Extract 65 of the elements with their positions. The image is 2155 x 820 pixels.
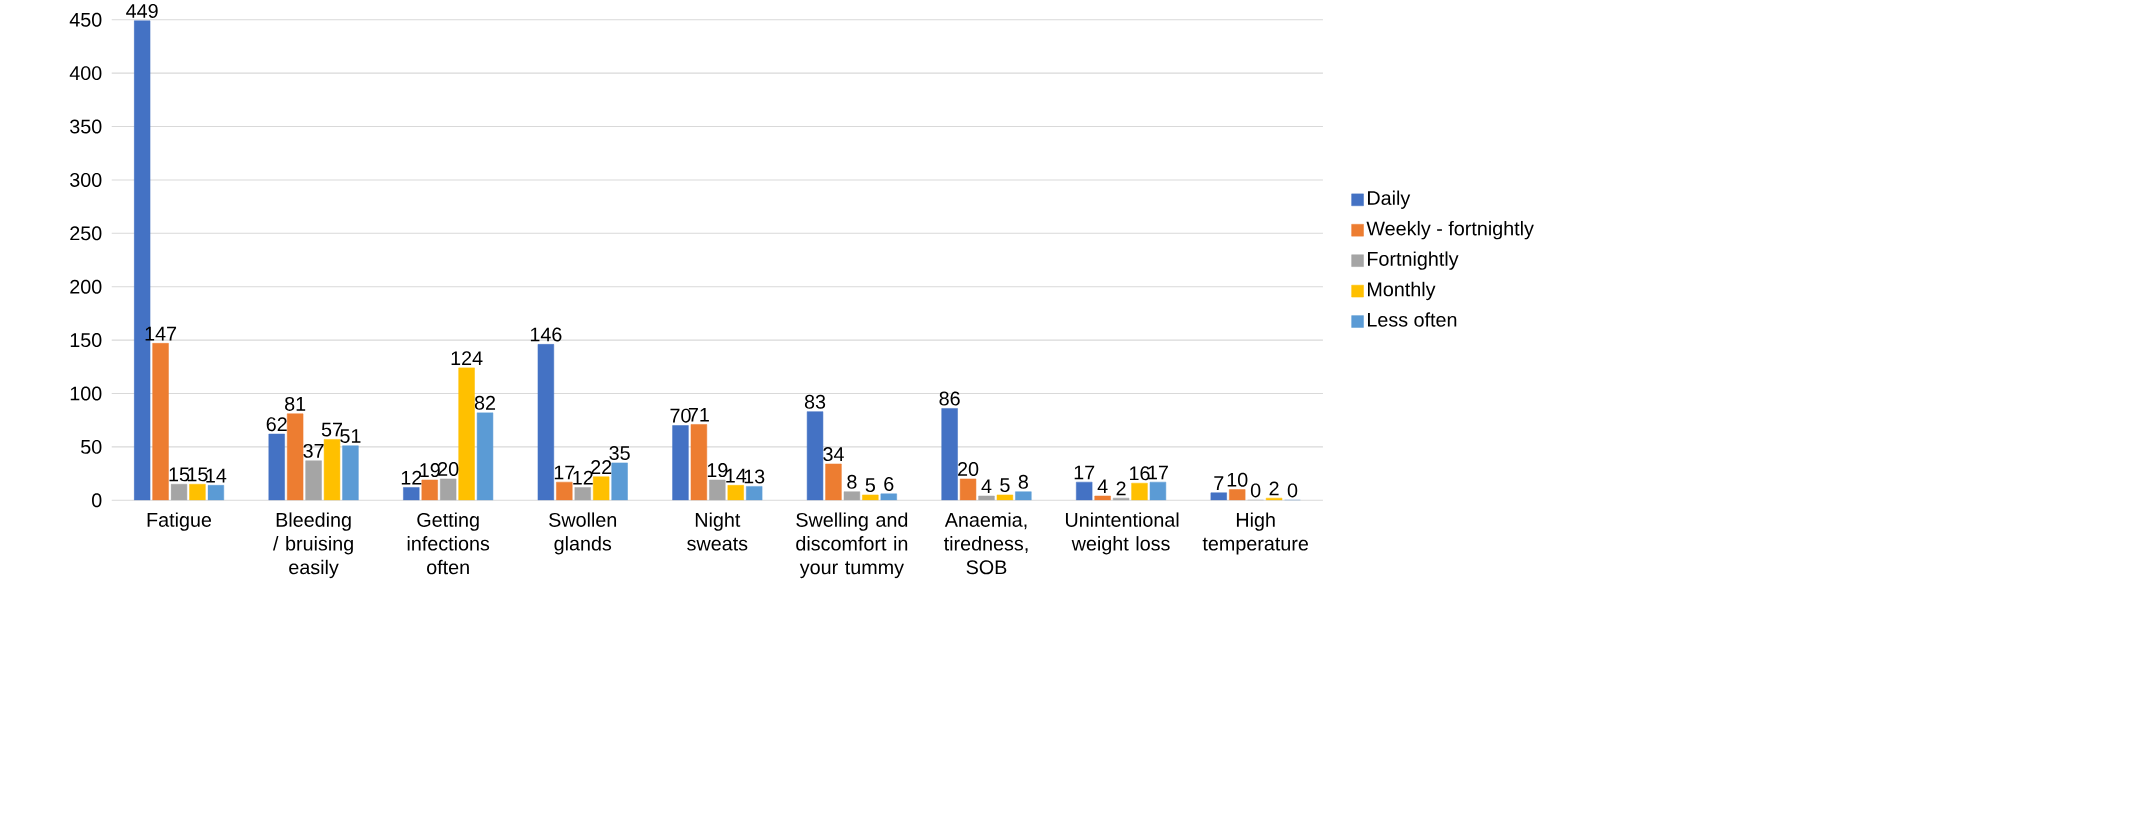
data-label: 8	[847, 474, 857, 489]
y-tick-label: 0	[92, 493, 102, 508]
legend-label: Monthly	[1368, 281, 1436, 301]
y-tick-label: 300	[70, 172, 102, 187]
data-label: 8	[1018, 474, 1028, 489]
data-label: 146	[530, 327, 562, 342]
data-label: 20	[958, 461, 979, 476]
x-tick-label: Bleeding / bruising easily	[272, 512, 353, 579]
legend-label: Weekly - fortnightly	[1366, 220, 1534, 240]
x-tick-label: Night sweats	[687, 512, 748, 551]
data-label: 16	[1130, 466, 1150, 481]
y-tick-label: 450	[69, 12, 102, 27]
legend-label: Fortnightly	[1368, 251, 1459, 270]
data-label: 34	[823, 447, 844, 461]
data-label: 7	[1214, 476, 1224, 490]
y-tick-label: 400	[69, 66, 102, 81]
data-label: 19	[707, 463, 728, 477]
data-label: 2	[1116, 481, 1126, 496]
data-label: 82	[474, 395, 496, 410]
data-label: 81	[285, 396, 306, 411]
data-label: 4	[981, 479, 992, 494]
y-tick-label: 100	[70, 386, 102, 401]
data-label: 6	[884, 476, 894, 491]
y-tick-label: 50	[81, 439, 102, 454]
data-label: 86	[939, 391, 960, 406]
data-label: 4	[1097, 479, 1108, 494]
x-tick-label: Swollen glands	[549, 512, 617, 555]
data-label: 0	[1250, 483, 1261, 498]
data-label: 71	[688, 407, 709, 422]
y-tick-label: 150	[70, 333, 102, 347]
data-label: 15	[187, 467, 208, 482]
x-tick-label: Fatigue	[147, 512, 212, 531]
data-label: 14	[206, 468, 227, 483]
x-tick-label: Unintentional weight loss	[1065, 512, 1179, 555]
legend-label: Less often	[1368, 312, 1457, 327]
data-label: 35	[609, 445, 630, 460]
data-label: 17	[1148, 465, 1168, 480]
x-tick-label: Anaemia, tiredness, SOB	[943, 512, 1028, 575]
data-label: 51	[340, 429, 361, 443]
data-label: 37	[303, 443, 324, 458]
x-tick-label: Swelling and discomfort in your tummy	[796, 512, 908, 579]
data-label: 5	[865, 478, 876, 492]
data-label: 12	[401, 470, 422, 485]
x-tick-label: Getting infections often	[407, 512, 490, 575]
data-label: 17	[554, 465, 575, 480]
data-label: 5	[1000, 478, 1010, 492]
y-tick-label: 250	[70, 226, 102, 241]
data-label: 70	[670, 408, 691, 423]
y-tick-label: 200	[70, 279, 102, 294]
data-label: 10	[1227, 472, 1248, 487]
data-label: 2	[1269, 481, 1279, 496]
data-label: 12	[573, 470, 593, 485]
y-tick-label: 350	[70, 119, 102, 134]
data-label: 57	[321, 422, 342, 437]
legend-label: Daily	[1368, 190, 1411, 209]
data-label: 19	[420, 463, 440, 477]
data-label: 62	[266, 417, 287, 432]
x-tick-label: High temperature	[1202, 512, 1308, 555]
data-label: 17	[1074, 465, 1095, 480]
data-label: 0	[1287, 483, 1298, 498]
data-label: 83	[804, 394, 826, 409]
data-label: 449	[126, 3, 158, 18]
data-label: 15	[169, 467, 190, 482]
data-label: 22	[591, 460, 612, 474]
data-label: 124	[451, 351, 483, 365]
